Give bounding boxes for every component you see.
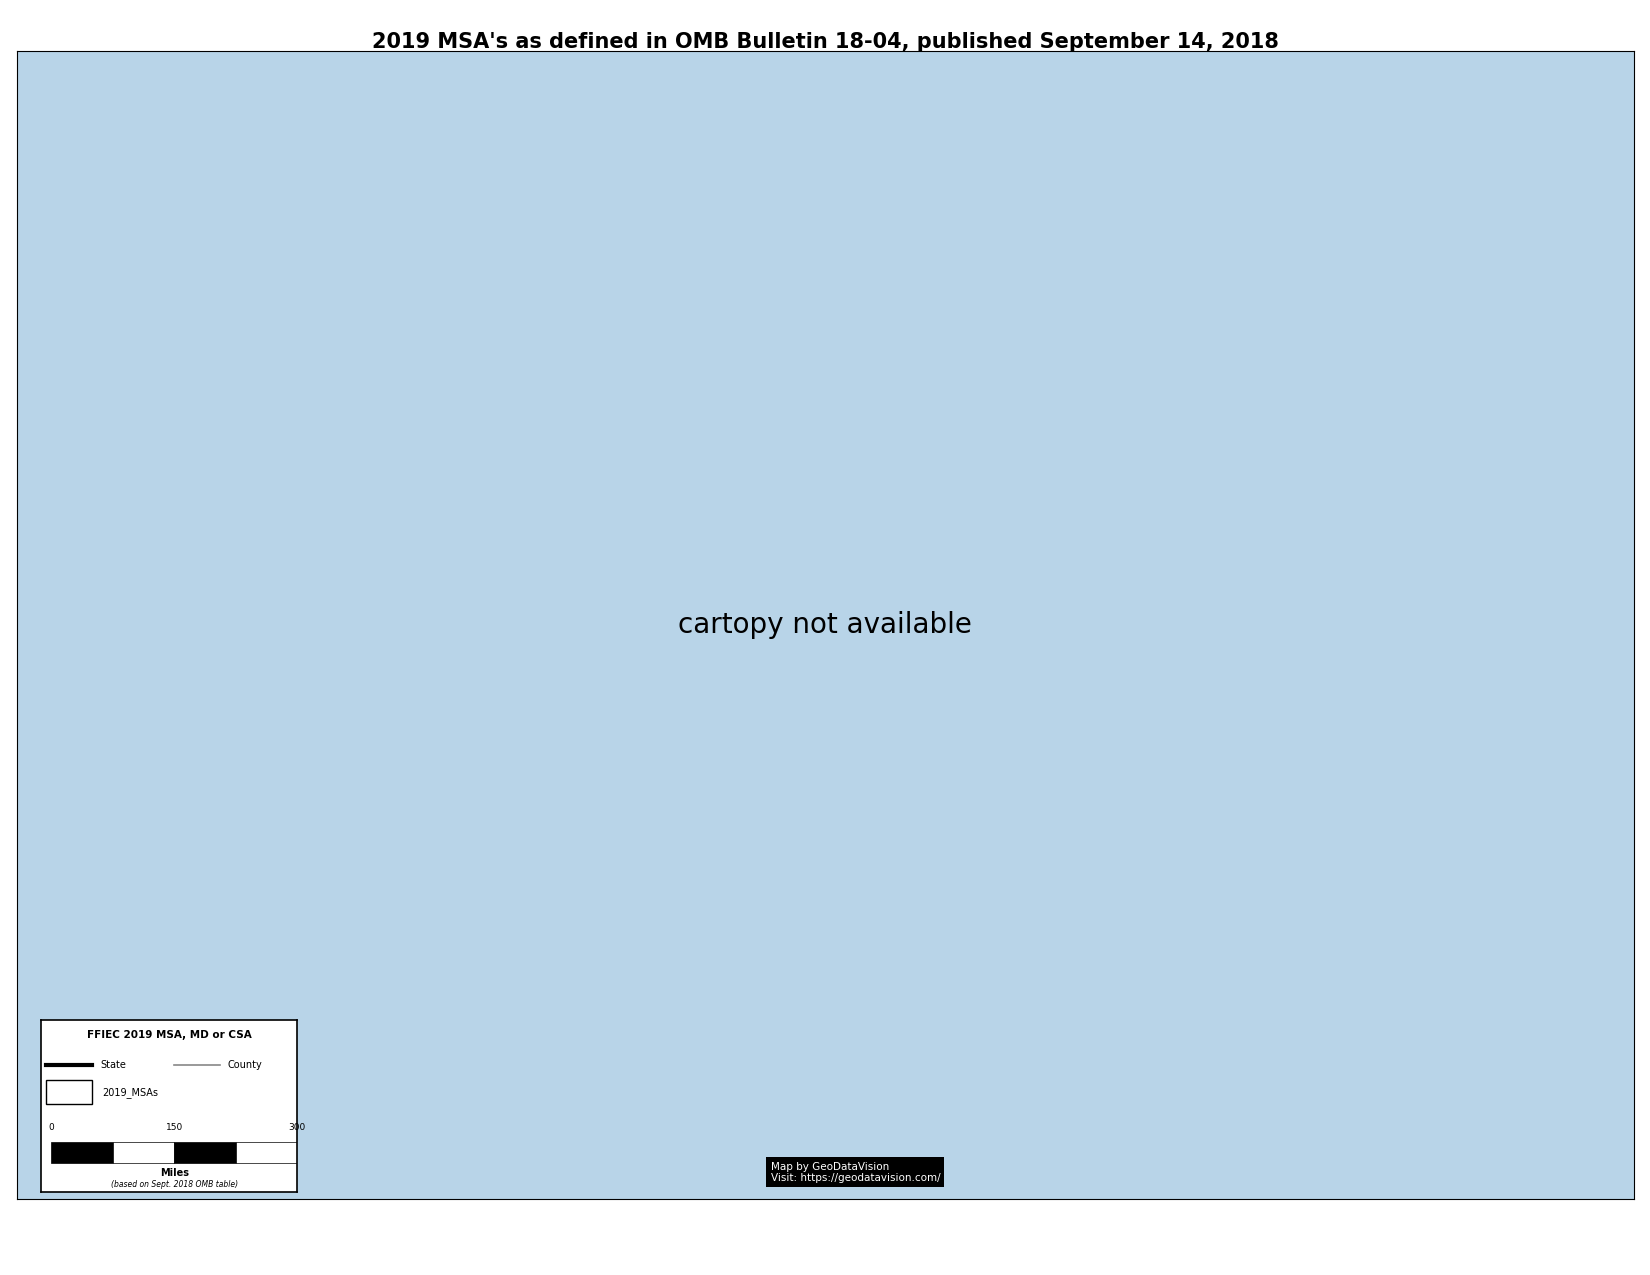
- Bar: [51, 1142, 112, 1163]
- Bar: [236, 1142, 297, 1163]
- Text: 0: 0: [48, 1123, 54, 1132]
- Text: 150: 150: [165, 1123, 183, 1132]
- Text: 2019_MSAs: 2019_MSAs: [102, 1086, 158, 1098]
- Bar: [46, 1080, 92, 1104]
- Text: County: County: [228, 1060, 262, 1070]
- Text: Miles: Miles: [160, 1168, 188, 1178]
- Text: 2019 MSA's as defined in OMB Bulletin 18-04, published September 14, 2018: 2019 MSA's as defined in OMB Bulletin 18…: [371, 32, 1279, 52]
- Text: Map by GeoDataVision
Visit: https://geodatavision.com/: Map by GeoDataVision Visit: https://geod…: [771, 1162, 940, 1183]
- Bar: [175, 1142, 236, 1163]
- Text: cartopy not available: cartopy not available: [678, 611, 972, 639]
- Text: 300: 300: [289, 1123, 305, 1132]
- Bar: [112, 1142, 175, 1163]
- Text: State: State: [101, 1060, 125, 1070]
- Text: (based on Sept. 2018 OMB table): (based on Sept. 2018 OMB table): [111, 1179, 238, 1188]
- Text: FFIEC 2019 MSA, MD or CSA: FFIEC 2019 MSA, MD or CSA: [87, 1030, 251, 1040]
